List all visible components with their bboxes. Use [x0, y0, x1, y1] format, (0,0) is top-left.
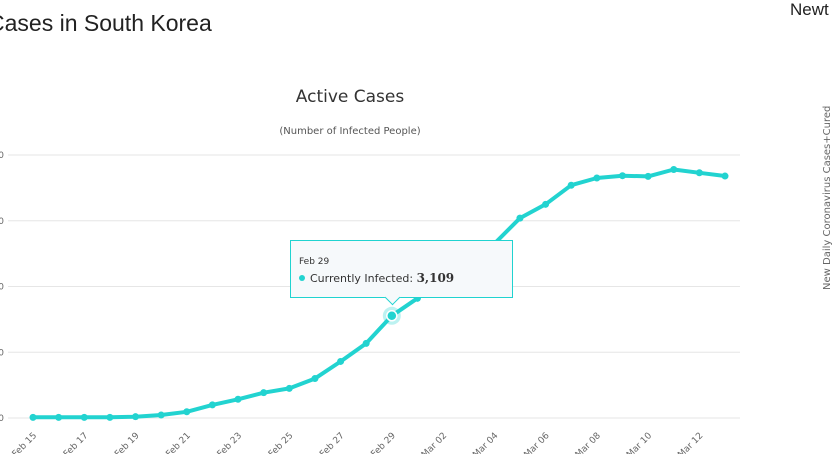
data-point[interactable]: [55, 413, 63, 421]
x-tick-label: Mar 06: [523, 431, 552, 454]
data-point[interactable]: [157, 411, 165, 419]
data-point[interactable]: [362, 339, 370, 347]
x-tick-label: Mar 02: [420, 431, 449, 454]
right-chart-title: Newt: [790, 0, 829, 19]
right-chart-y-axis-label: New Daily Coronavirus Cases+Cured: [822, 105, 833, 290]
chart-title: Active Cases: [296, 87, 405, 107]
x-tick-label: Mar 04: [471, 431, 500, 454]
page-title: Cases in South Korea: [0, 10, 212, 36]
data-point[interactable]: [542, 200, 550, 208]
data-tooltip: Feb 29 Currently Infected: 3,109: [290, 240, 513, 306]
data-point[interactable]: [670, 165, 678, 173]
tooltip-series-name: Currently Infected: [310, 272, 410, 285]
x-tick-label: Mar 08: [574, 431, 603, 454]
data-point[interactable]: [208, 401, 216, 409]
data-point[interactable]: [80, 413, 88, 421]
highlighted-data-point[interactable]: [386, 310, 398, 322]
x-tick-label: Feb 25: [267, 431, 295, 454]
x-tick-labels: Feb 15 Feb 17 Feb 19 Feb 21 Feb 23 Feb 25 Feb …: [11, 431, 706, 454]
data-point[interactable]: [285, 384, 293, 392]
data-point[interactable]: [516, 214, 524, 222]
x-tick-label: Feb 21: [164, 431, 192, 454]
data-point[interactable]: [29, 413, 37, 421]
x-tick-label: Feb 19: [113, 431, 142, 454]
x-tick-label: Mar 10: [625, 431, 654, 454]
series-line: [31, 167, 727, 420]
tooltip-date: Feb 29: [299, 257, 330, 267]
chart-subtitle: (Number of Infected People): [279, 126, 420, 137]
data-point[interactable]: [721, 172, 729, 180]
data-point[interactable]: [567, 181, 575, 189]
series-line-currently-infected: [31, 167, 727, 420]
data-point[interactable]: [337, 357, 345, 365]
y-tick-label: 4000: [0, 283, 4, 293]
y-tick-label: 6000: [0, 217, 4, 227]
x-tick-label: Feb 23: [216, 431, 244, 454]
data-point[interactable]: [260, 389, 268, 397]
data-point[interactable]: [132, 413, 140, 421]
tooltip-series-line: Currently Infected: 3,109: [299, 271, 454, 285]
data-point[interactable]: [311, 375, 319, 383]
x-tick-label: Feb 27: [318, 431, 346, 454]
data-point[interactable]: [234, 395, 242, 403]
data-point[interactable]: [695, 169, 703, 177]
y-tick-label: 2000: [0, 348, 4, 358]
y-tick-label: 8000: [0, 151, 4, 161]
data-point[interactable]: [183, 408, 191, 416]
tooltip-series-marker: [299, 275, 305, 281]
data-point[interactable]: [593, 174, 601, 182]
data-point[interactable]: [644, 172, 652, 180]
tooltip-separator: :: [409, 272, 414, 285]
x-tick-label: Feb 17: [62, 431, 90, 454]
x-tick-label: Feb 15: [11, 431, 39, 454]
x-tick-label: Feb 29: [369, 431, 398, 454]
data-point[interactable]: [106, 413, 114, 421]
active-cases-chart: Active Cases (Number of Infected People)…: [0, 87, 740, 454]
x-tick-label: Mar 12: [676, 431, 705, 454]
y-tick-labels: 0 2000 4000 6000 8000: [0, 151, 4, 424]
y-tick-label: 0: [0, 414, 4, 424]
tooltip-value: 3,109: [416, 271, 455, 285]
data-point[interactable]: [618, 172, 626, 180]
